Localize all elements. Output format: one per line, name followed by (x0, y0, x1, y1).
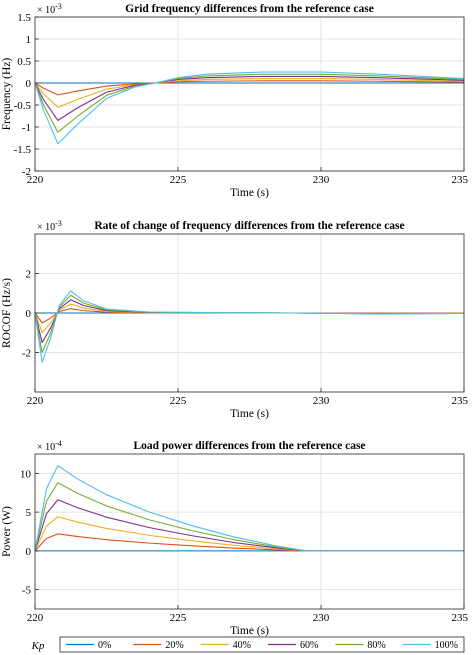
y-tick-label: -1 (22, 122, 31, 134)
x-tick-label: 235 (452, 395, 469, 407)
y-tick-label: 2 (26, 269, 32, 281)
axis-exponent-label: × 10-3 (37, 219, 62, 233)
series-line-20pct (34, 533, 464, 552)
series-line-100pct (34, 465, 464, 552)
y-tick-label: 10 (20, 468, 32, 480)
chart-panel-3: 220 225 230 235 10 5 0 -5 Load power differences… (1, 439, 469, 637)
x-axis-label: Time (s) (230, 187, 269, 199)
y-tick-label: -1.5 (14, 144, 32, 156)
legend: Kp 0% 20% 40% 60% 80% 100% (31, 636, 465, 653)
x-axis-label: Time (s) (230, 408, 269, 420)
x-tick-label: 230 (313, 174, 330, 186)
legend-box (59, 636, 465, 653)
legend-entry-80pct: 80% (335, 640, 386, 651)
chart-title: Grid frequency differences from the refe… (125, 3, 374, 15)
axis-exponent-label: × 10-4 (37, 439, 62, 453)
legend-title: Kp (31, 640, 45, 652)
y-tick-label: -2 (22, 348, 31, 360)
x-tick-label: 230 (313, 395, 330, 407)
x-tick-label: 235 (452, 612, 469, 624)
legend-label: 20% (165, 640, 183, 651)
series-line-100pct (34, 71, 465, 145)
y-tick-label: 1 (26, 34, 32, 46)
series-line-100pct (34, 290, 465, 363)
y-tick-label: 1.5 (17, 12, 31, 24)
x-tick-label: 220 (27, 395, 44, 407)
chart-panel-2: 220 225 230 235 2 0 -2 Rate of change of freque… (1, 219, 469, 420)
chart-title: Rate of change of frequency differences … (94, 220, 404, 232)
plot-area (35, 454, 464, 609)
legend-label: 80% (367, 640, 385, 651)
chart-panel-1: 220 225 230 235 1.5 1 0.5 0 -0.5 -1 -1.5 -2 Grid fre… (1, 2, 469, 199)
x-tick-label: 220 (27, 174, 44, 186)
legend-entry-60pct: 60% (268, 640, 318, 651)
series-line-60pct (34, 499, 464, 552)
y-axis-label: Power (W) (1, 506, 13, 557)
x-axis-label: Time (s) (230, 625, 269, 637)
chart-title: Load power differences from the referenc… (133, 440, 365, 452)
y-tick-label: 0.5 (17, 56, 31, 68)
y-tick-label: -5 (22, 585, 32, 597)
legend-entry-40pct: 40% (200, 640, 251, 651)
plot-area (35, 17, 464, 171)
y-tick-label: -2 (22, 166, 31, 178)
x-tick-label: 225 (170, 395, 187, 407)
series-line-80pct (34, 482, 464, 552)
y-axis-label: ROCOF (Hz/s) (1, 278, 13, 348)
legend-label: 100% (435, 640, 458, 651)
legend-label: 0% (98, 640, 111, 651)
axes-box (34, 453, 465, 610)
legend-entry-100pct: 100% (402, 640, 458, 651)
x-tick-label: 235 (452, 174, 469, 186)
x-tick-label: 220 (27, 612, 44, 624)
x-tick-label: 225 (170, 612, 187, 624)
x-tick-label: 225 (170, 174, 187, 186)
legend-entry-20pct: 20% (133, 640, 184, 651)
y-axis-label: Frequency (Hz) (1, 58, 13, 131)
series-line-40pct (34, 516, 464, 552)
x-tick-label: 230 (313, 612, 330, 624)
legend-label: 60% (300, 640, 318, 651)
y-tick-label: -0.5 (14, 100, 32, 112)
legend-entry-0pct: 0% (66, 640, 111, 651)
y-tick-label: 0 (26, 308, 32, 320)
y-tick-label: 0 (26, 546, 32, 558)
y-tick-label: 0 (26, 78, 32, 90)
axes-box (34, 16, 465, 172)
y-tick-label: 5 (26, 507, 32, 519)
axis-exponent-label: × 10-3 (37, 2, 62, 16)
legend-label: 40% (233, 640, 251, 651)
